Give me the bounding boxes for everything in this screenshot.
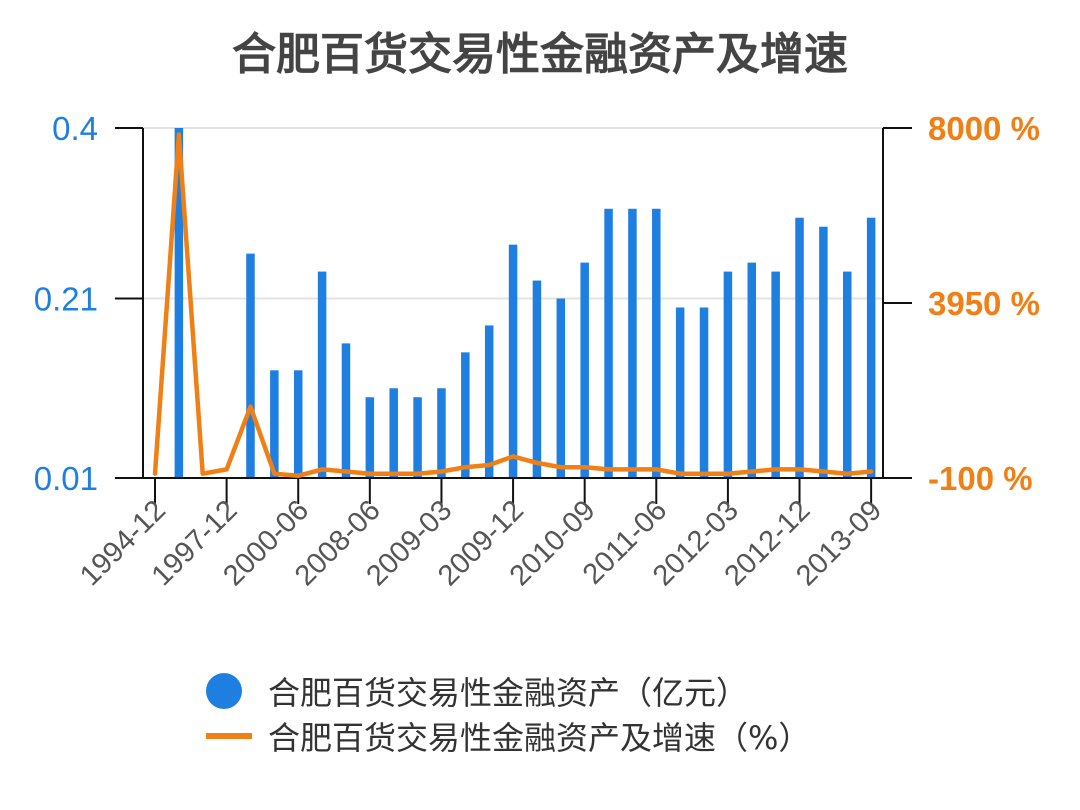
y-left-tick-label: 0.01 — [34, 460, 98, 497]
bar — [795, 217, 804, 478]
legend-line-label: 合肥百货交易性金融资产及增速（%） — [268, 719, 811, 757]
bar — [556, 298, 566, 478]
bar — [246, 253, 255, 478]
bar — [652, 208, 661, 478]
y-left-tick-label: 0.21 — [34, 281, 98, 318]
bar — [866, 217, 876, 478]
bar — [675, 307, 685, 478]
bar — [771, 271, 780, 478]
legend-bar-swatch — [206, 673, 242, 709]
y-right-tick-label: 8000 % — [928, 110, 1040, 147]
legend-bar-label: 合肥百货交易性金融资产（亿元） — [268, 674, 749, 712]
legend-item-bar[interactable]: 合肥百货交易性金融资产（亿元） — [206, 668, 748, 714]
axes — [115, 127, 912, 504]
bar — [532, 280, 542, 478]
bar — [747, 262, 757, 478]
chart-title: 合肥百货交易性金融资产及增速 — [232, 29, 848, 80]
legend-item-line[interactable]: 合肥百货交易性金融资产及增速（%） — [206, 713, 810, 759]
bar — [819, 226, 828, 478]
bar — [461, 352, 470, 478]
bar — [174, 128, 184, 478]
bar — [484, 325, 494, 478]
bar — [293, 370, 303, 478]
bar — [413, 397, 422, 478]
bar — [437, 388, 446, 478]
bar — [580, 262, 589, 478]
bar — [270, 370, 279, 478]
y-left-tick-label: 0.4 — [52, 110, 98, 147]
bar — [365, 397, 375, 478]
bar — [699, 307, 709, 478]
y-right-tick-label: -100 % — [928, 460, 1033, 497]
y-right-tick-label: 3950 % — [928, 285, 1040, 322]
bar — [628, 208, 637, 478]
line-series-layer — [152, 132, 874, 479]
bar-series — [174, 128, 876, 478]
legend-line-swatch — [206, 733, 252, 739]
bar — [508, 244, 518, 478]
bar — [604, 208, 613, 478]
bar — [341, 343, 351, 478]
bar — [389, 388, 398, 478]
bar — [317, 271, 327, 478]
growth-line — [152, 132, 874, 479]
bar — [843, 271, 852, 478]
bar — [723, 271, 733, 478]
